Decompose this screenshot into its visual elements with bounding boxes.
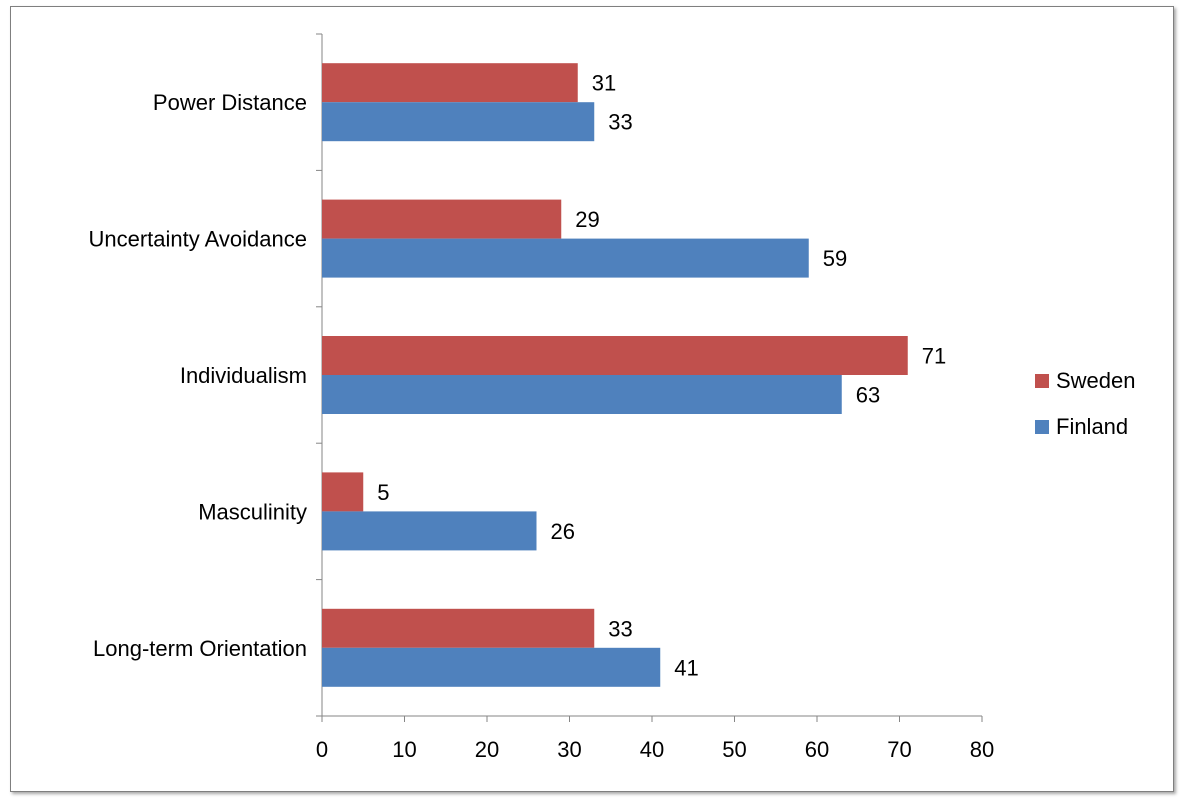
category-label: Power Distance xyxy=(153,90,307,115)
axes: 0 10 20 30 40 50 60 70 80 xyxy=(316,33,994,762)
x-tick-label: 10 xyxy=(392,737,416,762)
data-label-sweden: 29 xyxy=(575,207,599,232)
legend-label-finland: Finland xyxy=(1056,414,1128,439)
data-label-sweden: 71 xyxy=(922,344,946,369)
x-tick-label: 60 xyxy=(805,737,829,762)
legend: Sweden Finland xyxy=(1035,368,1136,439)
data-label-finland: 33 xyxy=(608,110,632,135)
data-label-sweden: 33 xyxy=(608,616,632,641)
data-label-sweden: 31 xyxy=(592,71,616,96)
data-label-sweden: 5 xyxy=(377,480,389,505)
legend-swatch-sweden xyxy=(1035,374,1049,388)
labels: Power Distance 31 33 Uncertainty Avoidance 2… xyxy=(88,71,946,681)
legend-swatch-finland xyxy=(1035,420,1049,434)
chart-frame: 0 10 20 30 40 50 60 70 80 Power Distance 31 33 Unce… xyxy=(10,6,1174,792)
bar-finland xyxy=(322,647,661,687)
x-tick-label: 80 xyxy=(970,737,994,762)
bars xyxy=(322,63,908,687)
category-label: Long-term Orientation xyxy=(93,636,307,661)
category-label: Uncertainty Avoidance xyxy=(88,227,307,252)
bar-finland xyxy=(322,102,595,142)
data-label-finland: 26 xyxy=(551,519,575,544)
x-tick-label: 50 xyxy=(722,737,746,762)
data-label-finland: 63 xyxy=(856,383,880,408)
bar-sweden xyxy=(322,608,595,648)
bar-chart: 0 10 20 30 40 50 60 70 80 Power Distance 31 33 Unce… xyxy=(88,33,1136,762)
x-tick-label: 30 xyxy=(557,737,581,762)
data-label-finland: 59 xyxy=(823,246,847,271)
bar-sweden xyxy=(322,63,578,103)
bar-finland xyxy=(322,238,809,278)
data-label-finland: 41 xyxy=(674,655,698,680)
x-tick-label: 20 xyxy=(475,737,499,762)
category-label: Masculinity xyxy=(198,499,307,524)
bar-sweden xyxy=(322,472,364,512)
bar-sweden xyxy=(322,336,908,375)
bar-finland xyxy=(322,511,537,551)
x-tick-label: 0 xyxy=(316,737,328,762)
legend-label-sweden: Sweden xyxy=(1056,368,1136,393)
x-tick-label: 40 xyxy=(640,737,664,762)
bar-finland xyxy=(322,375,842,414)
x-tick-label: 70 xyxy=(887,737,911,762)
bar-sweden xyxy=(322,199,562,239)
category-label: Individualism xyxy=(180,363,307,388)
